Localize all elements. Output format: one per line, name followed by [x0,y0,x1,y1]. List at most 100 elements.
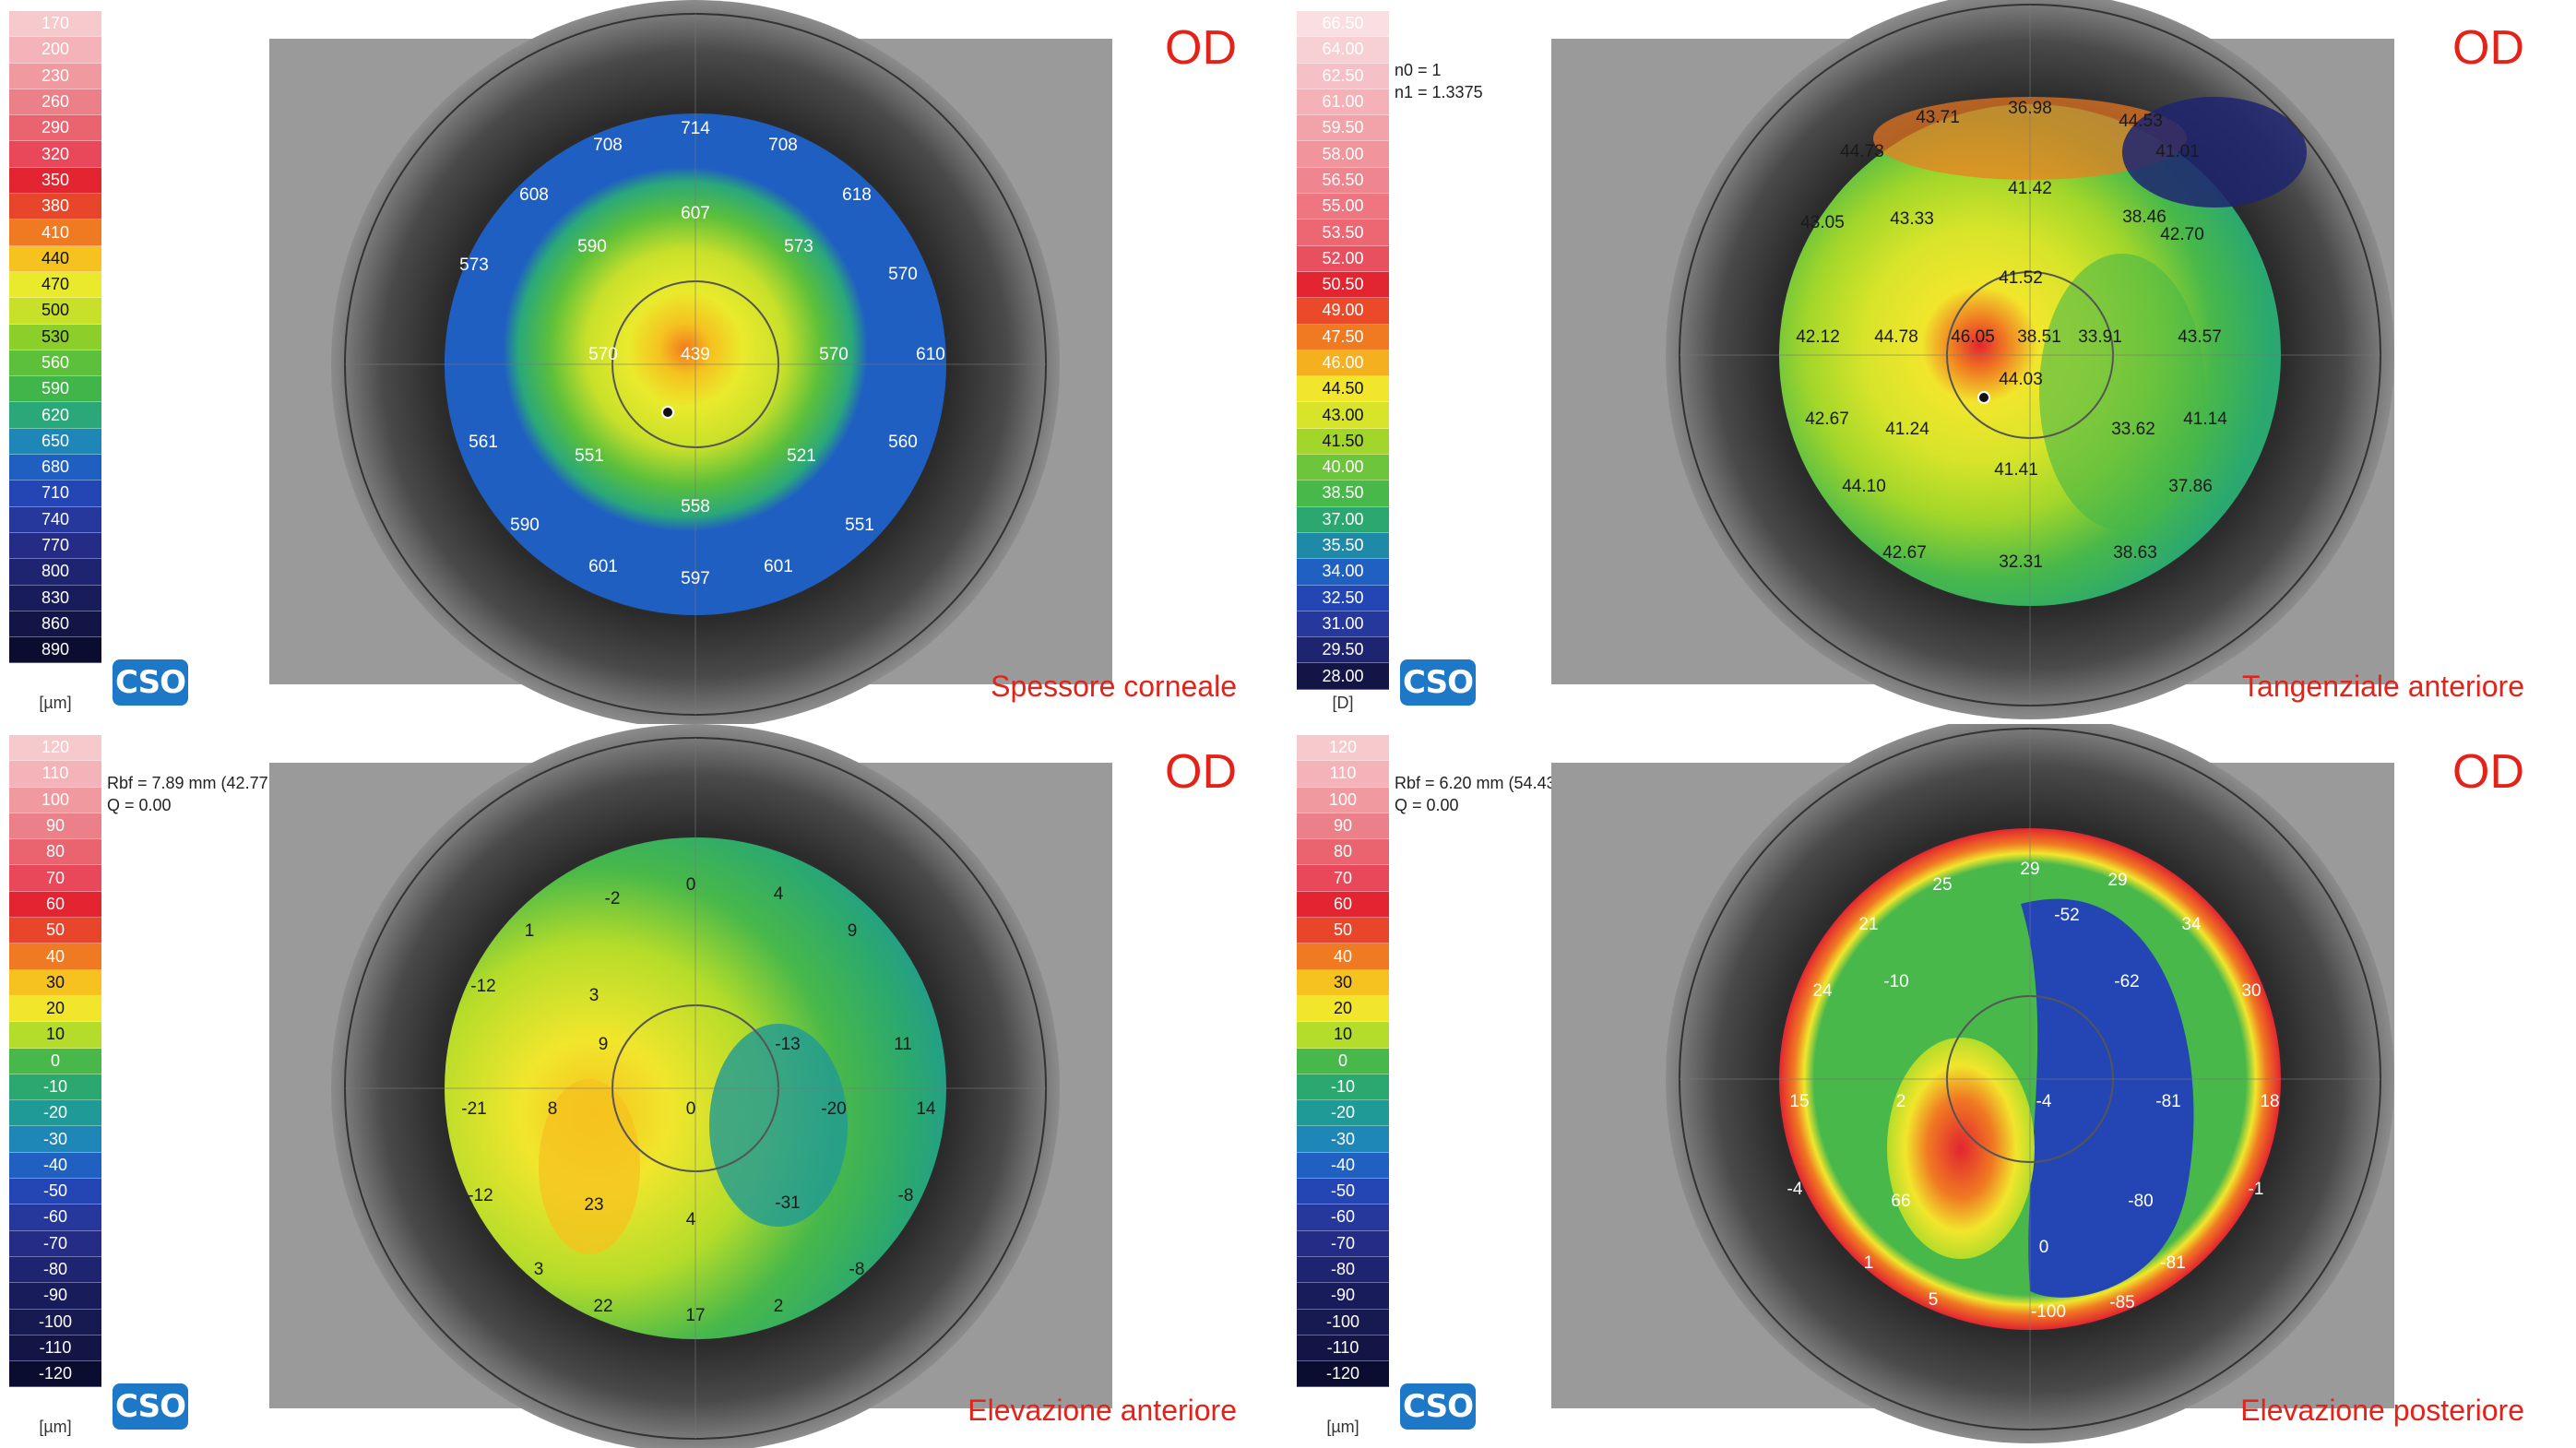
scale-cell: 10 [9,1022,101,1049]
map-value: 46.05 [1951,327,1995,347]
map-title: Elevazione anteriore [967,1394,1237,1427]
map-value: 41.24 [1885,420,1929,439]
scale-cell: 90 [9,813,101,840]
scale-cell: -70 [1297,1230,1389,1257]
map-value: 38.46 [2122,208,2166,227]
scale-cell: -30 [1297,1126,1389,1153]
map-value: 570 [588,345,618,364]
map-value: 23 [584,1195,603,1215]
scale-cell: 170 [9,11,101,38]
scale-cell: 830 [9,585,101,611]
scale-cell: 740 [9,506,101,533]
param-rbf: Rbf = 6.20 mm (54.43 D) [1395,774,1578,792]
scale-cell: 260 [9,89,101,116]
scale-cell: 60 [9,891,101,919]
map-value: 561 [469,433,498,452]
map-value: 42.70 [2160,225,2204,244]
scale-cell: -60 [9,1205,101,1231]
map-value: 714 [681,119,710,138]
scale-cell: -50 [9,1179,101,1205]
panel-tangential: 66.50 64.00 62.50 61.00 59.50 58.00 56.50 55.00… [1288,0,2575,724]
param-q: Q = 0.00 [107,796,172,814]
scale-cell: -80 [9,1256,101,1284]
map-value: -100 [2031,1302,2066,1322]
scale-cell: 110 [1297,761,1389,788]
map-value: 41.14 [2183,409,2227,429]
color-scale: 66.50 64.00 62.50 61.00 59.50 58.00 56.50 55.00… [1297,11,1389,690]
map-value: 590 [577,237,607,256]
scale-cell: 62.50 [1297,63,1389,89]
map-value: -21 [461,1099,486,1119]
scale-cell: 0 [9,1048,101,1074]
scale-cell: 49.00 [1297,298,1389,325]
scale-cell: 59.50 [1297,115,1389,142]
scale-cell: 710 [9,481,101,507]
map-value: 610 [916,345,945,364]
map-value: 1 [1864,1253,1874,1273]
apex-marker [1977,391,1990,404]
scale-cell: 66.50 [1297,11,1389,38]
map-value: 33.91 [2078,327,2122,347]
map-value: 43.71 [1916,108,1960,127]
scale-cell: 58.00 [1297,141,1389,168]
map-value: 3 [534,1260,544,1279]
scale-cell: 28.00 [1297,663,1389,690]
panel-post-elevation: 120 110 100 90 80 70 60 50 40 30 20 10 0 -10 -20 -30 -40… [1288,724,2575,1448]
scale-cell: -70 [9,1230,101,1257]
map-value: 551 [575,446,604,466]
scale-cell: -110 [9,1335,101,1362]
scale-cell: 320 [9,141,101,168]
scale-cell: 620 [9,402,101,429]
cso-logo: CSO [113,1383,188,1430]
scale-cell: -10 [1297,1074,1389,1101]
param-rbf: Rbf = 7.89 mm (42.77 D) [107,774,291,792]
scale-cell: -50 [1297,1179,1389,1205]
scale-cell: 380 [9,194,101,220]
high-region [539,1079,640,1254]
map-value: 560 [888,433,918,452]
map-title: Elevazione posteriore [2240,1394,2524,1427]
map-value: 44.10 [1842,477,1886,496]
scale-cell: -90 [1297,1283,1389,1310]
scale-cell: -40 [9,1152,101,1180]
scale-unit: [µm] [1326,1418,1359,1436]
scale-cell: 70 [1297,865,1389,892]
map-value: -52 [2054,906,2079,925]
map-value: 44.78 [1874,327,1918,347]
map-value: 5 [1929,1290,1939,1310]
map-value: 521 [787,446,816,466]
map-value: 29 [2107,871,2127,890]
map-value: 43.57 [2178,327,2222,347]
map-value: 2 [774,1297,784,1316]
map-value: 41.52 [1999,268,2043,288]
map-value: 570 [888,265,918,284]
anterior-elevation-map: -20 41 93-129 -13 11-21 8 0 -20 14-12 234-31 -83 -8… [331,724,1060,1448]
scale-cell: 90 [1297,813,1389,840]
scale-cell: 100 [1297,787,1389,813]
scale-cell: 20 [1297,995,1389,1023]
map-value: 43.05 [1800,213,1845,232]
scale-cell: 64.00 [1297,37,1389,64]
map-value: 33.62 [2111,420,2155,439]
map-value: 590 [510,516,540,535]
scale-cell: -90 [9,1283,101,1310]
low-band [2021,898,2194,1298]
map-value: 570 [819,345,849,364]
color-scale: 120 110 100 90 80 70 60 50 40 30 20 10 0 -10 -20 -30 -40… [9,735,101,1388]
scale-cell: 53.50 [1297,220,1389,246]
color-scale: 170 200 230 260 290 320 350 380 410 440 470 500 530 5… [9,11,101,664]
scale-cell: 650 [9,428,101,456]
map-value: -4 [2036,1092,2052,1111]
map-value: 38.63 [2113,543,2157,563]
eye-label: OD [2452,745,2524,799]
cso-logo: CSO [113,659,188,706]
map-value: 3 [589,986,599,1005]
map-value: -1 [2249,1180,2264,1199]
eye-label: OD [1165,21,1237,75]
apex-marker [661,406,674,419]
map-value: 66 [1891,1192,1910,1211]
scale-cell: 40 [9,944,101,970]
map-value: 21 [1858,915,1878,934]
map-value: 2 [1896,1092,1906,1111]
param-q: Q = 0.00 [1395,796,1459,814]
